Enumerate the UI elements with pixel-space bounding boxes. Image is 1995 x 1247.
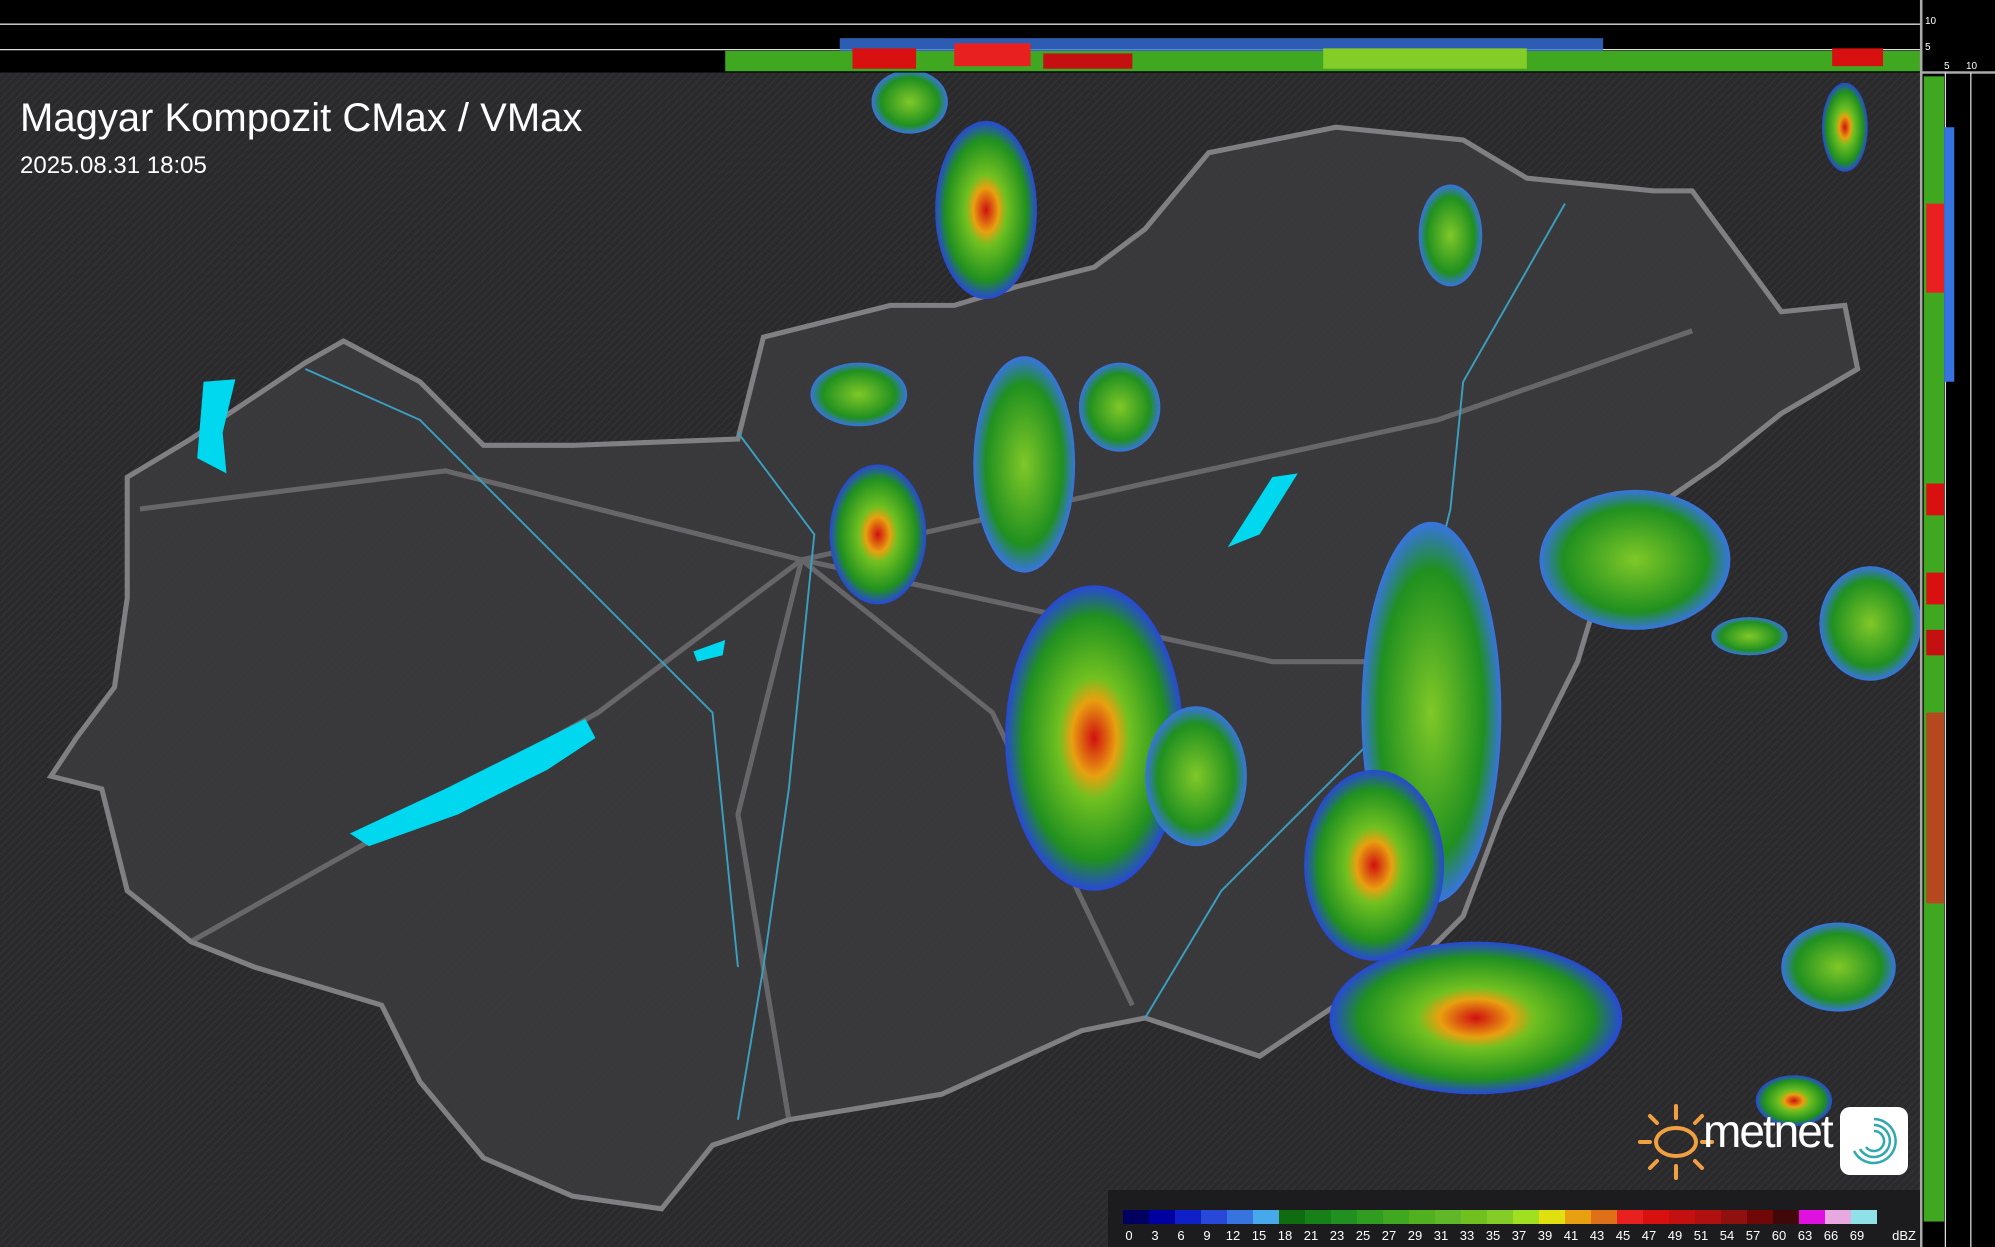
legend-level-label: 41 <box>1563 1228 1579 1243</box>
legend-swatch <box>1851 1210 1877 1224</box>
legend-swatch <box>1409 1210 1435 1224</box>
legend-swatch <box>1305 1210 1331 1224</box>
legend-level-label: 49 <box>1667 1228 1683 1243</box>
legend-swatch <box>1591 1210 1617 1224</box>
legend-swatch <box>1201 1210 1227 1224</box>
legend-swatch <box>1123 1210 1149 1224</box>
legend-swatch <box>1721 1210 1747 1224</box>
right-axis-tick: 5 <box>1944 61 1950 72</box>
legend-level-label: 45 <box>1615 1228 1631 1243</box>
legend-level-label: 3 <box>1151 1228 1159 1243</box>
legend-swatch <box>1669 1210 1695 1224</box>
legend-level-label: 39 <box>1537 1228 1553 1243</box>
legend-level-label: 63 <box>1797 1228 1813 1243</box>
top-axis-tick: 5 <box>1925 42 1931 53</box>
legend-level-label: 51 <box>1693 1228 1709 1243</box>
legend-level-label: 69 <box>1849 1228 1865 1243</box>
legend-level-label: 25 <box>1355 1228 1371 1243</box>
legend-level-label: 33 <box>1459 1228 1475 1243</box>
legend-level-label: 15 <box>1251 1228 1267 1243</box>
legend-level-label: 60 <box>1771 1228 1787 1243</box>
legend-swatch <box>1149 1210 1175 1224</box>
legend-level-label: 21 <box>1303 1228 1319 1243</box>
map-title: Magyar Kompozit CMax / VMax <box>20 96 583 140</box>
legend-swatch <box>1383 1210 1409 1224</box>
lakes <box>197 379 1298 847</box>
legend-swatch <box>1695 1210 1721 1224</box>
legend-swatch <box>1747 1210 1773 1224</box>
legend-swatch <box>1825 1210 1851 1224</box>
legend-level-label: 43 <box>1589 1228 1605 1243</box>
legend-level-label: 35 <box>1485 1228 1501 1243</box>
legend-level-label: 23 <box>1329 1228 1345 1243</box>
legend-swatch <box>1487 1210 1513 1224</box>
legend-swatch <box>1279 1210 1305 1224</box>
brand-logo-text: metnet <box>1703 1105 1834 1157</box>
legend-swatch <box>1773 1210 1799 1224</box>
legend-level-label: 37 <box>1511 1228 1527 1243</box>
legend-swatch <box>1643 1210 1669 1224</box>
legend-level-label: 6 <box>1177 1228 1185 1243</box>
legend-level-label: 31 <box>1433 1228 1449 1243</box>
map-timestamp: 2025.08.31 18:05 <box>20 152 207 179</box>
legend-swatch <box>1565 1210 1591 1224</box>
legend-swatch <box>1331 1210 1357 1224</box>
reflectivity-legend: 0 3 6 9 12 15 18 21 23 25 27 29 31 33 35 37 39 41 43 45 47 49… <box>1108 1190 1920 1247</box>
legend-swatch <box>1617 1210 1643 1224</box>
legend-level-label: 9 <box>1203 1228 1211 1243</box>
legend-level-label: 0 <box>1125 1228 1133 1243</box>
precipitation-cells <box>810 69 1922 1127</box>
legend-level-label: 54 <box>1719 1228 1735 1243</box>
legend-swatch <box>1513 1210 1539 1224</box>
legend-level-label: 47 <box>1641 1228 1657 1243</box>
legend-swatch <box>1175 1210 1201 1224</box>
legend-level-label: 57 <box>1745 1228 1761 1243</box>
top-axis-tick: 10 <box>1925 16 1937 27</box>
swirl-logo-icon <box>1840 1107 1908 1175</box>
legend-level-label: 12 <box>1225 1228 1241 1243</box>
legend-level-label: 27 <box>1381 1228 1397 1243</box>
legend-unit: dBZ <box>1892 1228 1916 1243</box>
right-axis-tick: 10 <box>1966 61 1978 72</box>
legend-level-label: 66 <box>1823 1228 1839 1243</box>
legend-swatch <box>1227 1210 1253 1224</box>
legend-swatch <box>1461 1210 1487 1224</box>
legend-swatch <box>1799 1210 1825 1224</box>
legend-swatch <box>1539 1210 1565 1224</box>
legend-swatch <box>1253 1210 1279 1224</box>
legend-level-label: 18 <box>1277 1228 1293 1243</box>
legend-swatch <box>1435 1210 1461 1224</box>
legend-level-label: 29 <box>1407 1228 1423 1243</box>
legend-swatch <box>1357 1210 1383 1224</box>
sun-logo-icon <box>1638 1104 1714 1180</box>
